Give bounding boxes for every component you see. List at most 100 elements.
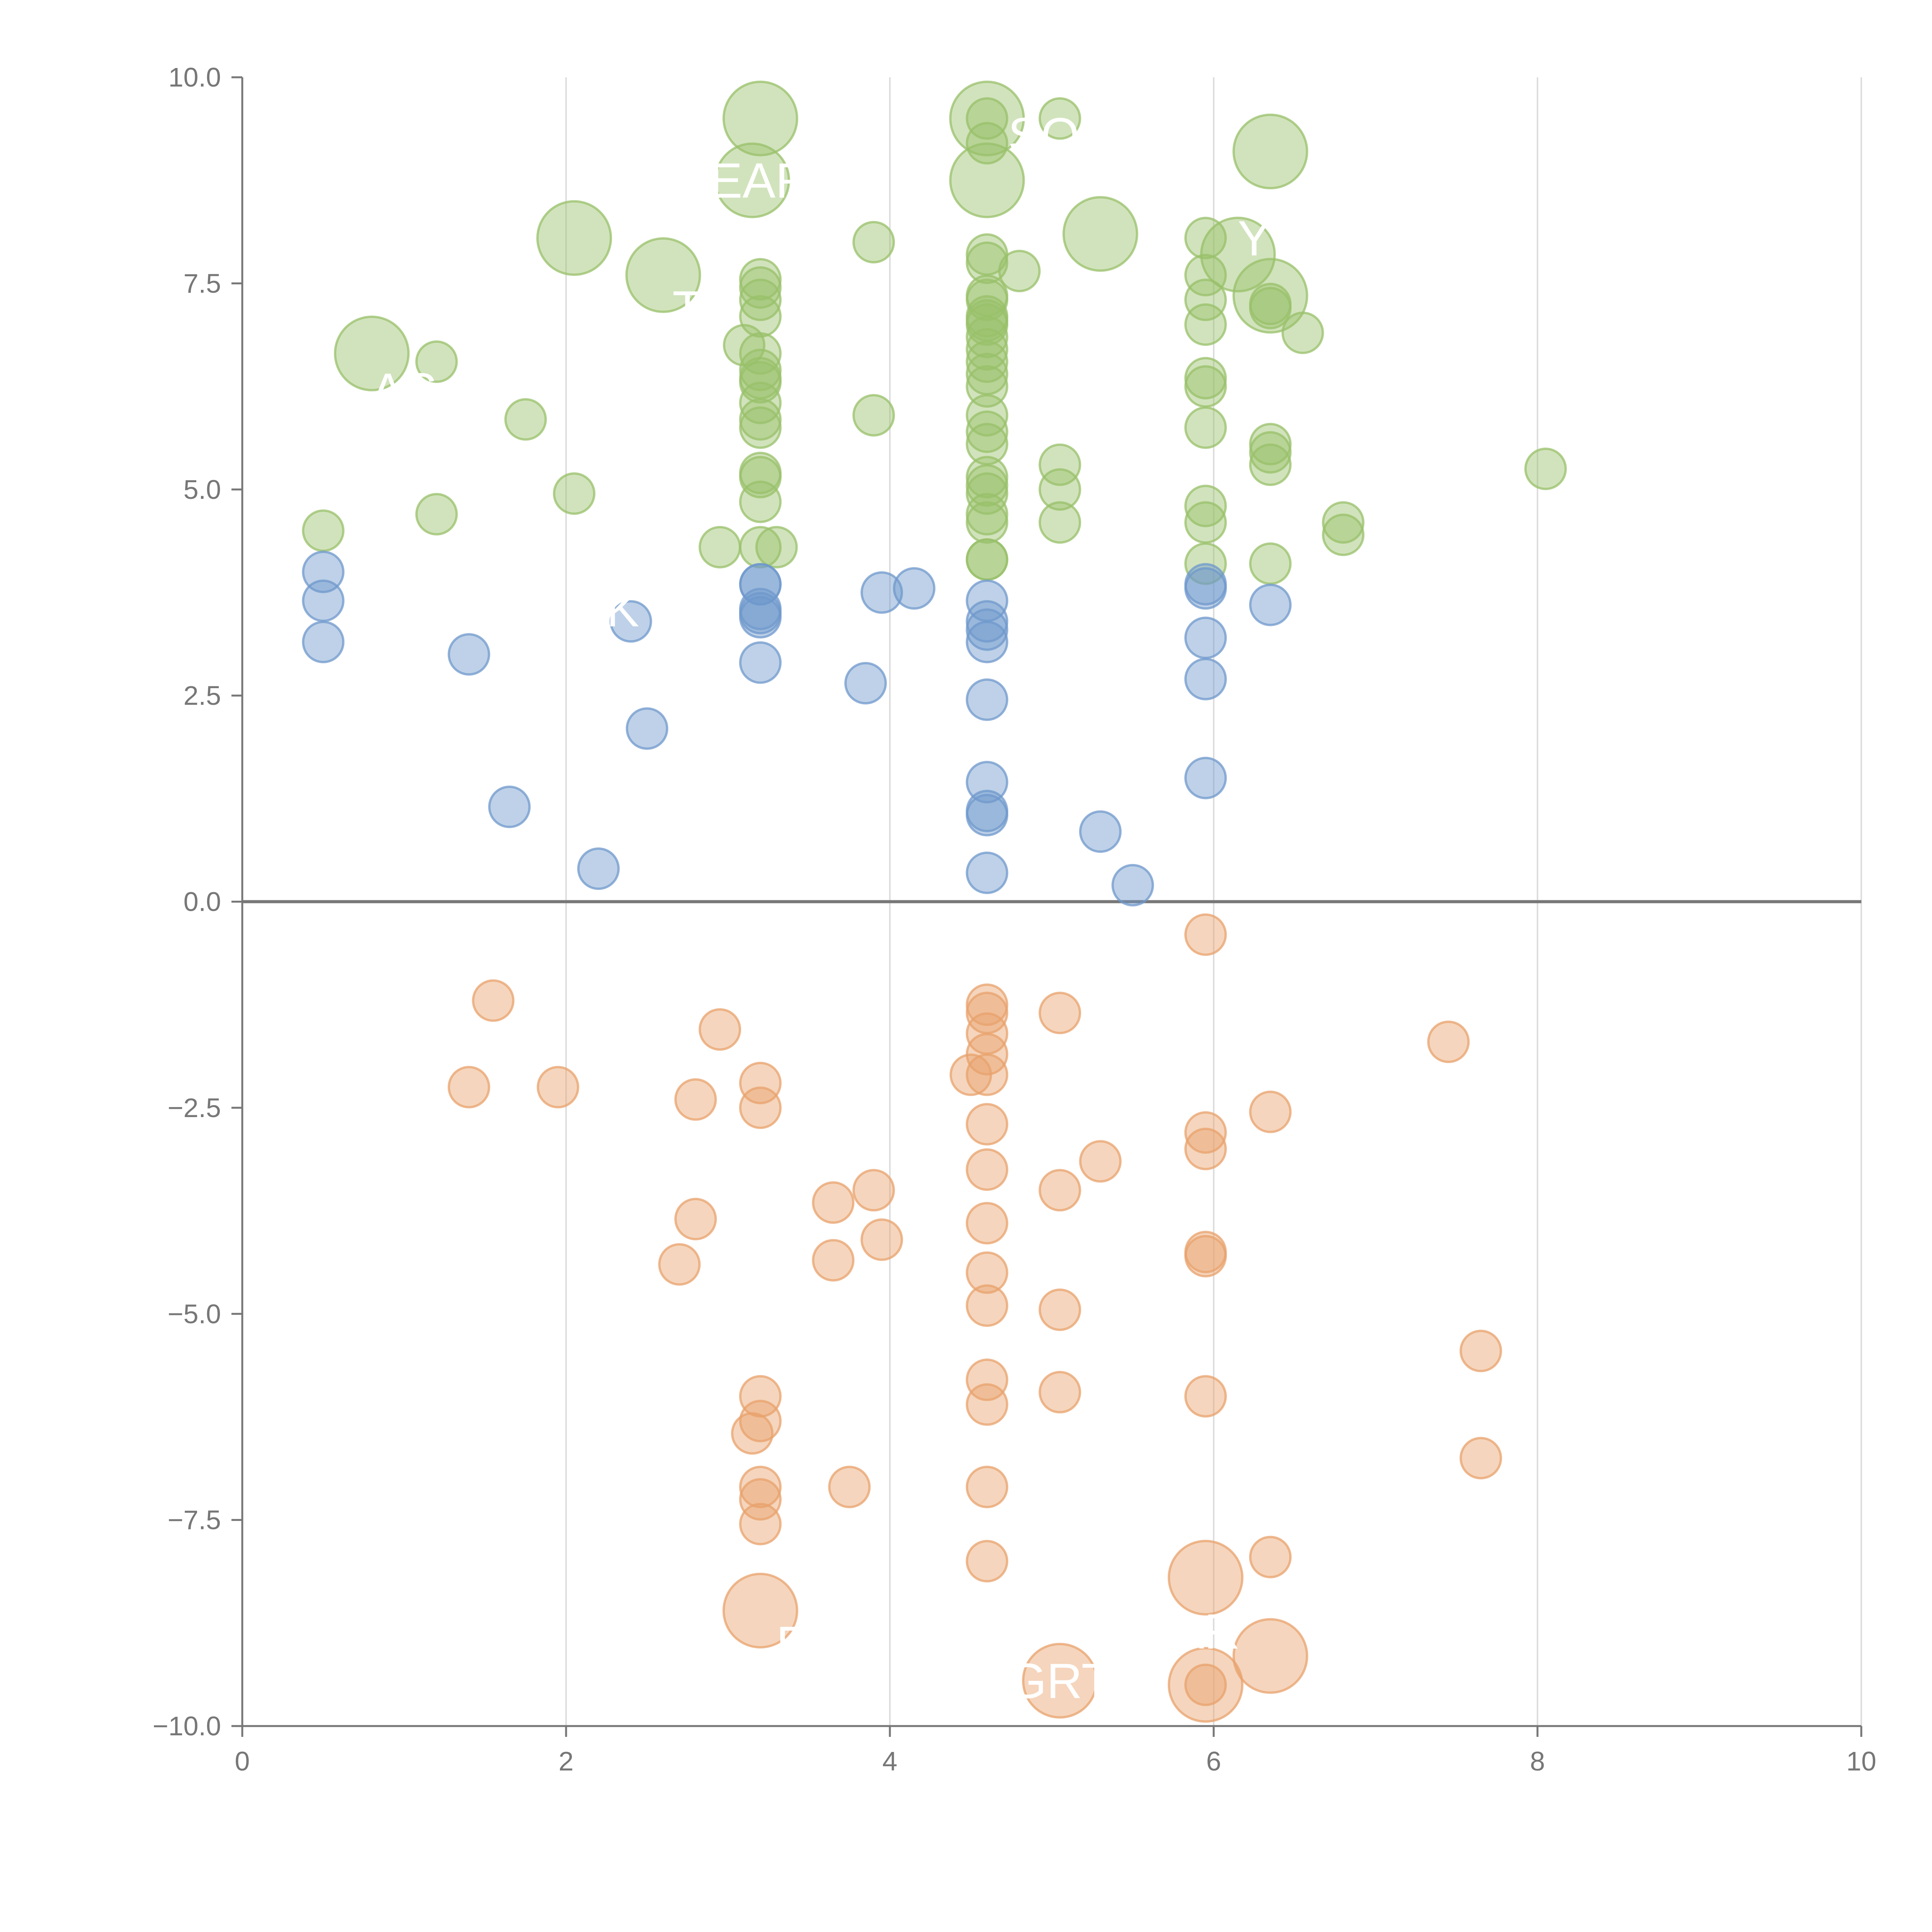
data-point-green xyxy=(1249,423,1292,466)
data-point-blue xyxy=(1184,658,1227,701)
point-annotation: AS xyxy=(371,364,437,419)
data-point-orange xyxy=(731,1412,774,1455)
data-point-green xyxy=(755,526,798,569)
x-tick-label: 6 xyxy=(1206,1746,1221,1776)
data-point-green xyxy=(1184,485,1227,527)
data-point-green xyxy=(1038,443,1081,486)
y-tick-label: 10.0 xyxy=(168,62,221,92)
data-point-large-green xyxy=(334,315,410,391)
data-point-green xyxy=(966,97,1009,140)
data-point-blue xyxy=(1184,616,1227,659)
data-point-orange xyxy=(1038,1288,1081,1331)
data-point-blue xyxy=(739,641,782,684)
data-point-green xyxy=(1322,501,1365,544)
data-point-blue xyxy=(861,571,903,614)
data-point-green xyxy=(1038,97,1081,140)
data-point-orange xyxy=(447,1066,490,1109)
data-point-orange xyxy=(1079,1140,1122,1183)
data-point-green xyxy=(504,398,547,441)
data-point-blue xyxy=(302,551,345,594)
data-point-green xyxy=(739,295,782,338)
data-point-orange xyxy=(1459,1330,1502,1372)
data-point-green xyxy=(1184,254,1227,297)
y-tick-label: 2.5 xyxy=(184,680,221,711)
data-point-blue xyxy=(893,567,935,610)
data-point-orange xyxy=(966,1383,1009,1426)
data-point-orange xyxy=(966,1466,1009,1509)
data-point-green xyxy=(1184,501,1227,544)
data-point-orange xyxy=(966,1540,1009,1583)
data-point-large-green xyxy=(536,200,612,276)
data-point-orange xyxy=(739,1061,782,1104)
data-point-green xyxy=(1524,447,1567,490)
data-point-green xyxy=(553,472,595,515)
data-point-green xyxy=(302,509,345,552)
data-point-large-orange xyxy=(1168,1647,1244,1723)
data-point-blue xyxy=(488,786,531,828)
point-annotation: T xyxy=(672,281,702,336)
data-point-large-orange xyxy=(1168,1539,1244,1616)
point-annotation: GRT xyxy=(1008,1654,1112,1709)
data-point-green xyxy=(966,328,1009,371)
data-point-large-green xyxy=(949,142,1025,218)
data-point-orange xyxy=(739,1400,782,1442)
data-point-orange xyxy=(1184,1235,1227,1277)
data-point-large-orange xyxy=(1232,1618,1308,1694)
data-point-orange xyxy=(966,1251,1009,1294)
data-point-orange xyxy=(861,1218,903,1261)
data-point-green xyxy=(415,493,458,536)
data-point-green xyxy=(1249,287,1292,330)
data-point-orange xyxy=(812,1181,855,1224)
data-point-orange xyxy=(966,1148,1009,1191)
data-point-blue xyxy=(739,588,782,631)
data-point-blue xyxy=(1184,563,1227,606)
data-point-blue xyxy=(1184,757,1227,799)
data-point-orange xyxy=(966,1202,1009,1245)
point-annotation: EAR xyxy=(709,153,811,209)
data-point-large-green xyxy=(1232,114,1308,190)
data-point-blue xyxy=(577,847,620,890)
data-point-large-green xyxy=(722,80,798,156)
data-point-blue xyxy=(844,662,887,705)
data-point-blue xyxy=(302,621,345,663)
x-tick-label: 0 xyxy=(235,1746,250,1776)
x-tick-label: 4 xyxy=(883,1746,898,1776)
data-point-orange xyxy=(472,979,515,1022)
data-point-orange xyxy=(674,1078,717,1121)
y-tick-label: 5.0 xyxy=(184,474,221,505)
y-tick-label: −10.0 xyxy=(153,1711,221,1741)
data-point-orange xyxy=(674,1197,717,1240)
y-tick-label: 7.5 xyxy=(184,268,221,298)
data-point-large-green xyxy=(714,142,790,218)
data-point-green xyxy=(1184,279,1227,321)
data-point-green xyxy=(966,538,1009,581)
data-point-blue xyxy=(966,851,1009,894)
data-point-blue xyxy=(966,579,1009,622)
data-point-large-green xyxy=(1062,196,1138,272)
data-point-large-orange xyxy=(722,1573,798,1649)
data-point-orange xyxy=(1038,1371,1081,1413)
data-point-green xyxy=(739,258,782,301)
data-point-blue xyxy=(1079,810,1122,853)
data-point-orange xyxy=(828,1466,871,1509)
x-tick-label: 2 xyxy=(559,1746,574,1776)
data-point-orange xyxy=(966,1284,1009,1327)
x-tick-label: 10 xyxy=(1846,1746,1876,1776)
point-annotation: Y xyxy=(1238,211,1270,266)
data-point-orange xyxy=(1249,1536,1292,1578)
data-point-orange xyxy=(966,1103,1009,1146)
data-point-orange xyxy=(1184,1663,1227,1706)
data-point-orange xyxy=(1184,1375,1227,1418)
data-point-orange xyxy=(1184,1128,1227,1170)
data-point-green xyxy=(1038,501,1081,544)
point-annotations: EAR SO Y T AS K E GRT AR xyxy=(371,108,1271,1709)
data-point-orange xyxy=(1184,1111,1227,1154)
data-point-green xyxy=(852,221,895,264)
data-point-orange xyxy=(1459,1437,1502,1480)
data-point-large-green xyxy=(1232,258,1308,334)
data-point-large-green xyxy=(625,237,701,313)
data-point-blue xyxy=(966,678,1009,721)
data-point-large-green xyxy=(1200,216,1276,293)
y-tick-label: −5.0 xyxy=(168,1299,221,1329)
